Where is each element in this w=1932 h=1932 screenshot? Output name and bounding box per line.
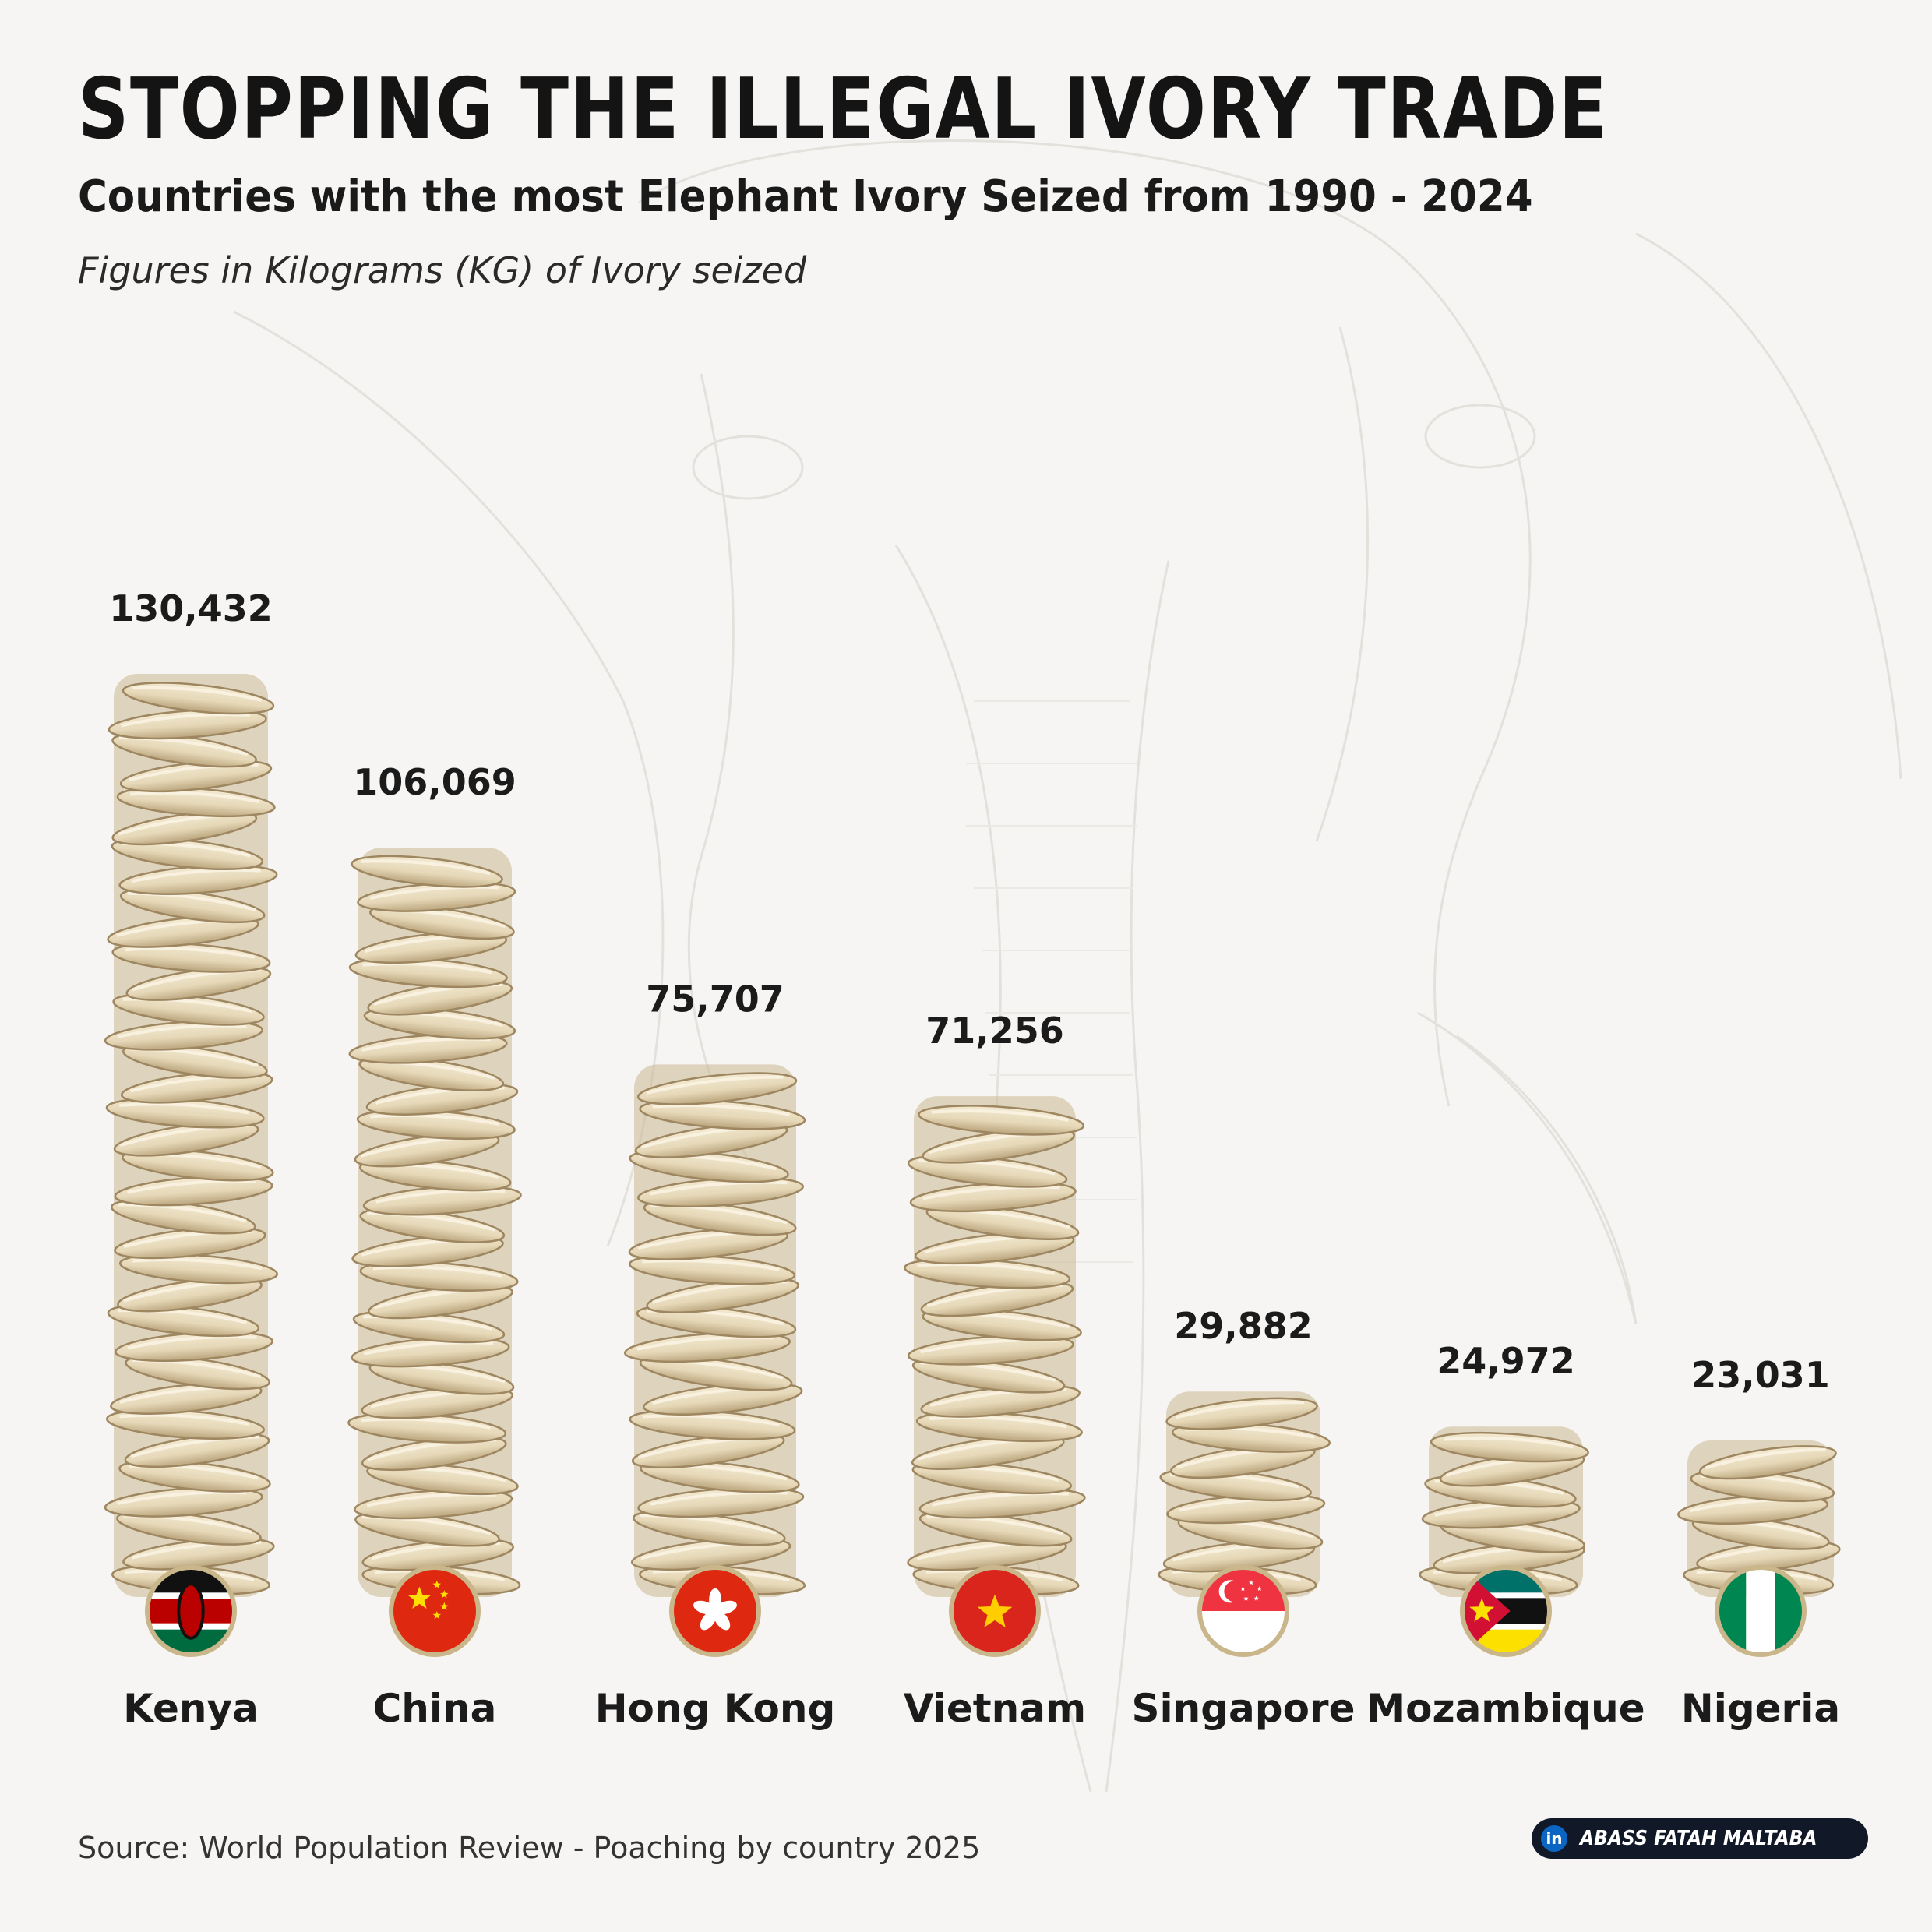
bar-china: 106,069 China xyxy=(347,761,522,1731)
tusk-highlight xyxy=(917,1262,1055,1275)
units-note: Figures in Kilograms (KG) of Ivory seize… xyxy=(78,249,807,291)
tusk-highlight xyxy=(119,1413,249,1426)
value-label: 130,432 xyxy=(109,587,273,629)
tusk-highlight xyxy=(375,1189,506,1204)
tusk-ring xyxy=(122,682,275,715)
tusk-highlight xyxy=(642,1259,780,1271)
chart-subtitle: Countries with the most Elephant Ivory S… xyxy=(78,171,1533,222)
hong-kong-flag-icon xyxy=(669,1565,761,1657)
tusk-ring xyxy=(1165,1397,1318,1430)
tusk-ring xyxy=(107,915,259,948)
tusk-highlight xyxy=(127,1179,257,1194)
tusk-highlight xyxy=(369,885,499,901)
tusk-highlight xyxy=(652,1103,790,1116)
linkedin-icon: in xyxy=(1541,1825,1567,1852)
nigeria-flag-icon xyxy=(1715,1565,1807,1657)
tusk-highlight xyxy=(370,1113,500,1126)
value-label: 24,972 xyxy=(1437,1340,1575,1382)
tusk-highlight xyxy=(361,859,491,876)
kenya-flag-icon xyxy=(145,1565,237,1657)
tusk-ring xyxy=(122,1148,274,1182)
tusk-highlight xyxy=(929,1416,1067,1429)
category-label: China xyxy=(373,1686,497,1731)
value-label: 29,882 xyxy=(1174,1305,1313,1347)
author-credit-text: ABASS FATAH MALTABA xyxy=(1580,1827,1817,1850)
tusk-highlight xyxy=(1705,1447,1826,1470)
singapore-flag-icon xyxy=(1197,1565,1289,1657)
tusk-ring xyxy=(628,1227,789,1260)
tusk-highlight xyxy=(931,1109,1069,1122)
bar-nigeria: 23,031 Nigeria xyxy=(1677,1354,1841,1731)
tusk-highlight xyxy=(132,686,263,702)
category-label: Kenya xyxy=(123,1686,259,1731)
category-label: Vietnam xyxy=(904,1686,1086,1731)
value-label: 23,031 xyxy=(1691,1354,1830,1396)
tusk-ring xyxy=(636,1072,798,1105)
tusk-ring xyxy=(1430,1431,1589,1463)
tusk-highlight xyxy=(1175,1401,1305,1419)
value-label: 106,069 xyxy=(353,761,516,803)
category-label: Nigeria xyxy=(1681,1686,1840,1731)
category-label: Mozambique xyxy=(1366,1686,1645,1731)
tusk-highlight xyxy=(132,1257,263,1271)
tusk-highlight xyxy=(361,1417,491,1430)
tusk-highlight xyxy=(125,947,256,959)
china-flag-icon xyxy=(389,1565,481,1657)
chart-title: STOPPING THE ILLEGAL IVORY TRADE xyxy=(78,61,1609,158)
tusk-highlight xyxy=(362,962,492,975)
tusk-highlight xyxy=(647,1075,784,1095)
bar-hong-kong: 75,707 Hong Kong xyxy=(595,978,836,1731)
tusk-ring xyxy=(1698,1445,1837,1480)
tusk-highlight xyxy=(130,791,260,804)
tusk-highlight xyxy=(1444,1437,1574,1449)
tusk-highlight xyxy=(642,1414,780,1426)
tusk-highlight xyxy=(117,1024,247,1038)
value-label: 71,256 xyxy=(925,1010,1064,1052)
category-label: Hong Kong xyxy=(595,1686,836,1731)
vietnam-flag-icon xyxy=(949,1565,1041,1657)
tusk-ring xyxy=(640,1460,800,1493)
tusk-highlight xyxy=(127,1334,257,1350)
tusk-ring xyxy=(110,1382,263,1415)
source-note: Source: World Population Review - Poachi… xyxy=(78,1831,981,1865)
author-credit-badge[interactable]: in ABASS FATAH MALTABA xyxy=(1532,1818,1868,1859)
tusk-highlight xyxy=(650,1180,788,1196)
bar-vietnam: 71,256 Vietnam xyxy=(904,1010,1086,1731)
mozambique-flag-icon xyxy=(1460,1565,1552,1657)
bar-kenya: 130,432 Kenya xyxy=(104,587,279,1731)
bar-mozambique: 24,972 Mozambique xyxy=(1366,1340,1645,1731)
tusk-highlight xyxy=(372,1265,503,1278)
tusk-highlight xyxy=(118,1203,247,1223)
value-label: 75,707 xyxy=(646,978,784,1020)
tusk-highlight xyxy=(119,1102,249,1115)
bar-singapore: 29,882 Singapore xyxy=(1132,1305,1356,1731)
category-label: Singapore xyxy=(1132,1686,1356,1731)
tusk-ring xyxy=(918,1105,1085,1136)
tusk-highlight xyxy=(932,1491,1070,1507)
tusk-ring xyxy=(351,855,503,888)
tusk-highlight xyxy=(131,868,261,883)
